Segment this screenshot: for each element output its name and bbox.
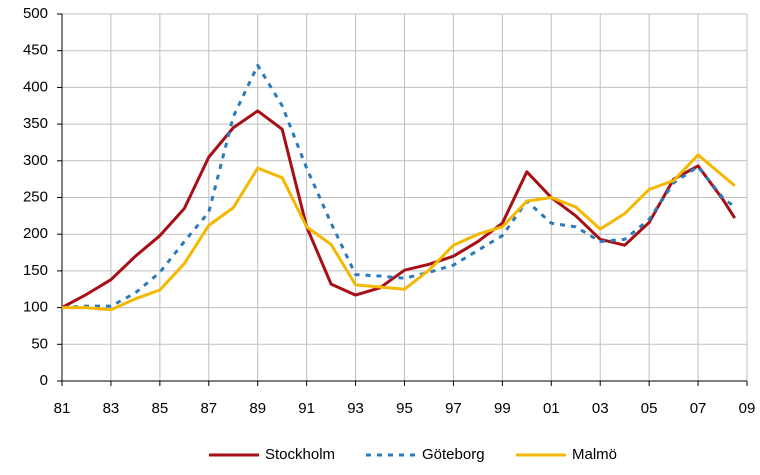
- x-tick-label: 01: [543, 400, 560, 417]
- y-tick-label: 500: [23, 5, 48, 22]
- x-tick-label: 87: [200, 400, 217, 417]
- legend-label: Malmö: [572, 446, 617, 463]
- x-tick-label: 05: [641, 400, 658, 417]
- y-tick-label: 350: [23, 115, 48, 132]
- y-tick-label: 300: [23, 152, 48, 169]
- series-line: [62, 153, 736, 312]
- y-tick-label: 0: [40, 372, 48, 389]
- x-tick-label: 93: [347, 400, 364, 417]
- x-tick-label: 07: [690, 400, 707, 417]
- y-tick-label: 450: [23, 42, 48, 59]
- x-tick-label: 03: [592, 400, 609, 417]
- x-tick-label: 91: [298, 400, 315, 417]
- series-line: [61, 109, 737, 309]
- x-tick-label: 09: [739, 400, 756, 417]
- x-tick-label: 97: [445, 400, 462, 417]
- legend-label: Göteborg: [422, 446, 485, 463]
- y-tick-label: 400: [23, 78, 48, 95]
- y-tick-label: 200: [23, 225, 48, 242]
- y-tick-label: 150: [23, 262, 48, 279]
- legend-label: Stockholm: [265, 446, 335, 463]
- x-tick-label: 95: [396, 400, 413, 417]
- series-line: [61, 63, 736, 310]
- x-tick-label: 85: [152, 400, 169, 417]
- y-tick-label: 100: [23, 299, 48, 316]
- x-tick-label: 83: [103, 400, 120, 417]
- y-tick-label: 250: [23, 188, 48, 205]
- x-tick-label: 99: [494, 400, 511, 417]
- y-tick-label: 50: [31, 335, 48, 352]
- x-tick-label: 89: [249, 400, 266, 417]
- x-tick-label: 81: [54, 400, 71, 417]
